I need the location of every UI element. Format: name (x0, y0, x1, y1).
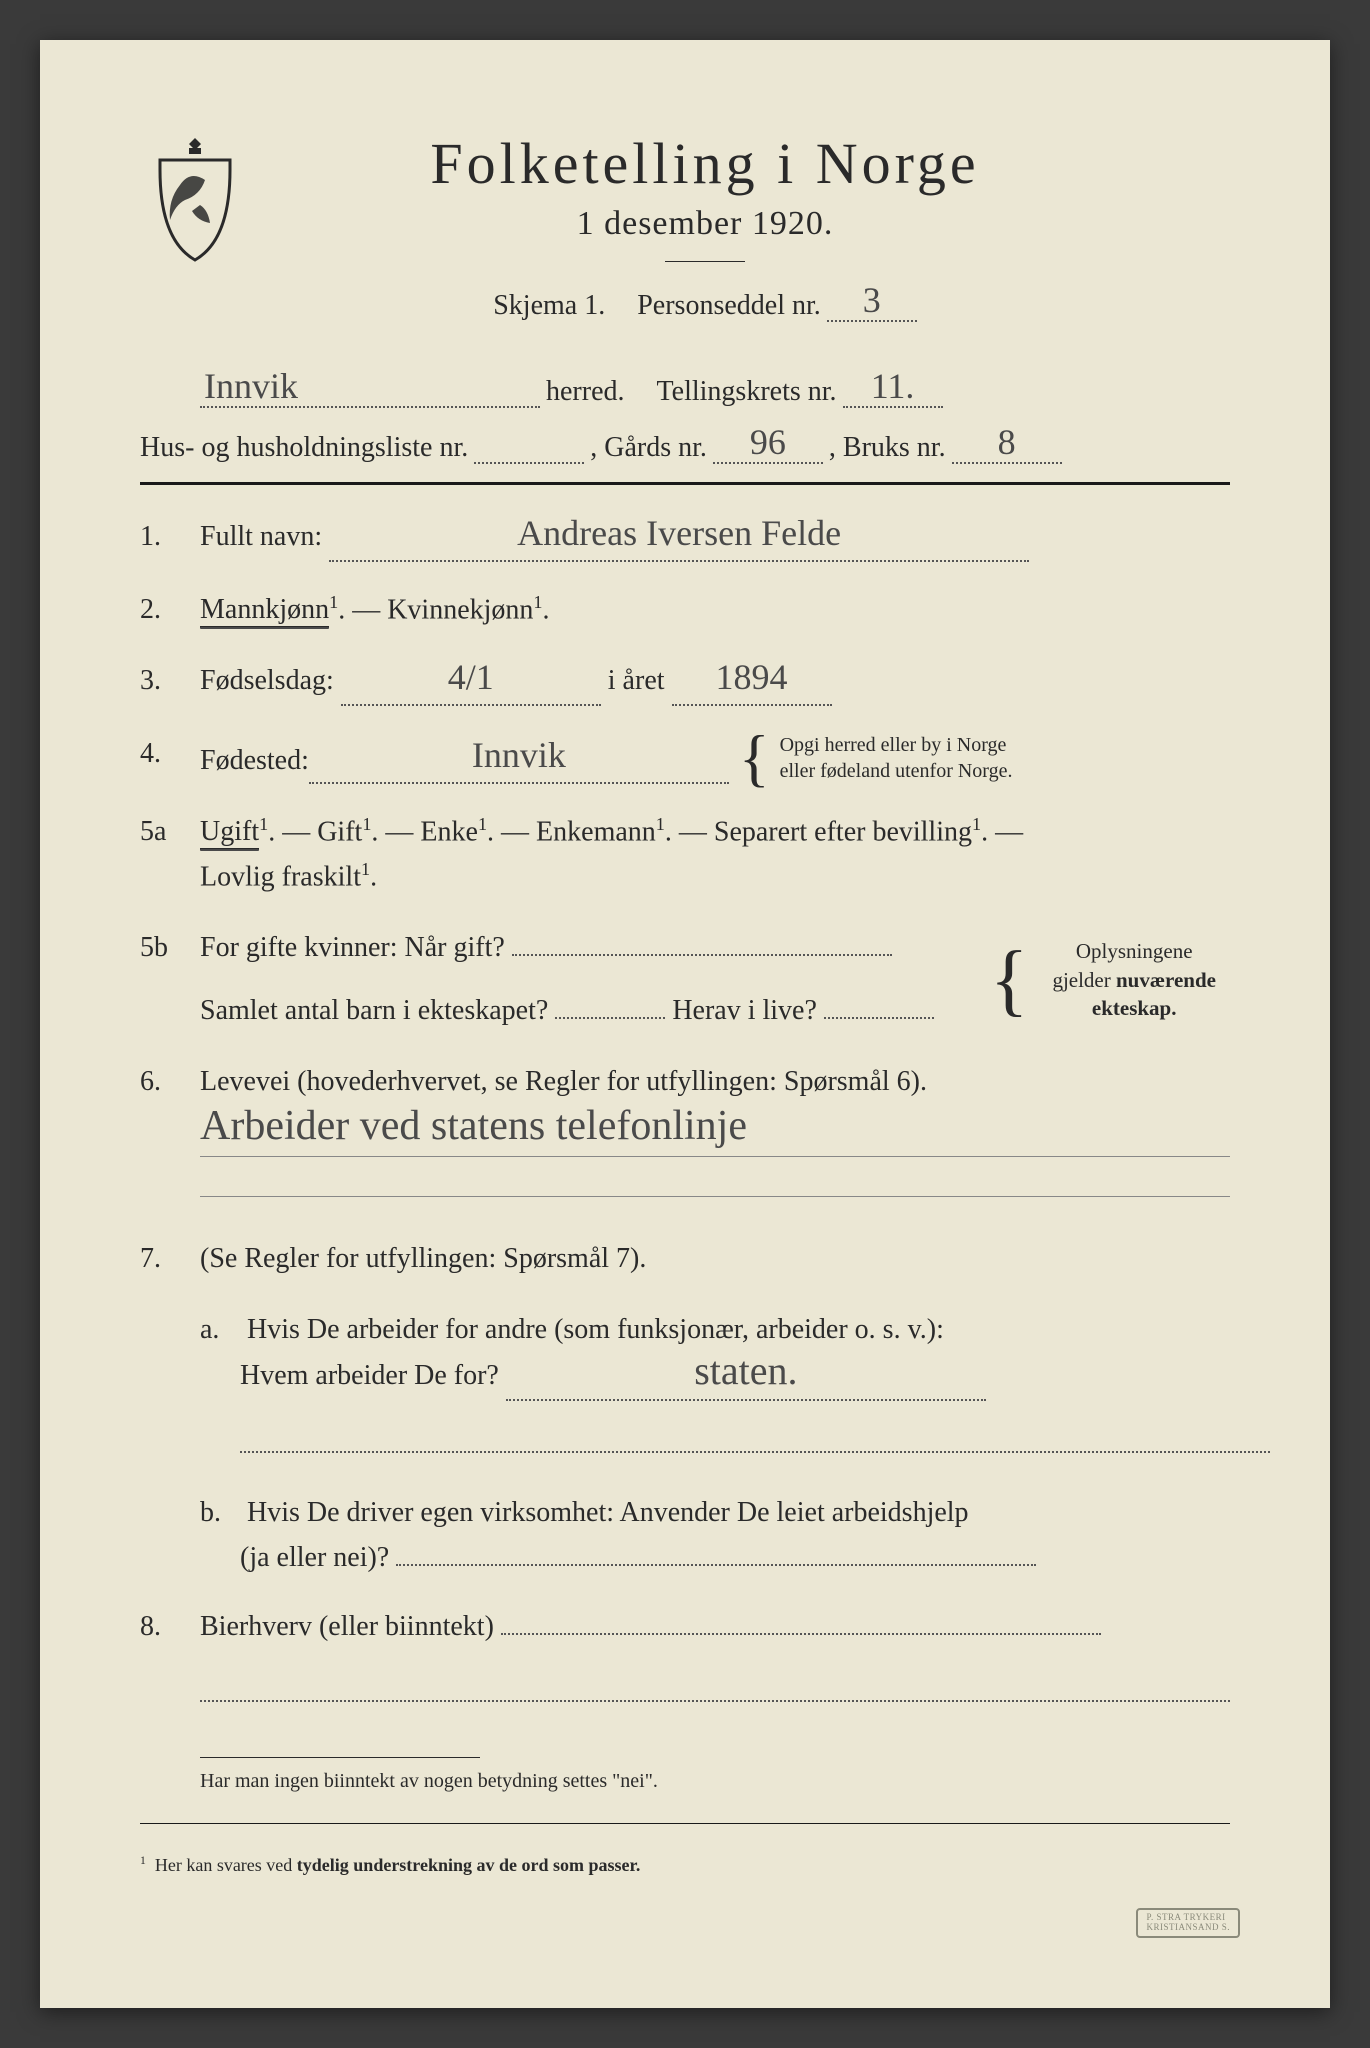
q7b-label: b. (200, 1491, 240, 1536)
q3: 3. Fødselsdag: 4/1 i året 1894 (140, 659, 1230, 706)
census-form-page: Folketelling i Norge 1 desember 1920. Sk… (40, 40, 1330, 2008)
q1-num: 1. (140, 515, 200, 560)
q5b-num: 5b (140, 926, 200, 971)
q5a-enkemann: Enkemann (536, 816, 656, 847)
gards-nr: 96 (713, 426, 823, 464)
q5b-l2a: Samlet antal barn i ekteskapet? (200, 995, 548, 1026)
bruks-label: , Bruks nr. (829, 432, 946, 464)
q1-value: Andreas Iversen Felde (329, 515, 1029, 562)
herred-label: herred. (546, 376, 625, 408)
q7b-value (396, 1564, 1036, 1566)
title-block: Folketelling i Norge 1 desember 1920. Sk… (290, 130, 1230, 340)
q5a-fraskilt: Lovlig fraskilt (200, 861, 361, 892)
q8-label: Bierhverv (eller biinntekt) (200, 1611, 494, 1642)
q3-day: 4/1 (341, 659, 601, 706)
q3-year: 1894 (672, 659, 832, 706)
footnote-1: Har man ingen biinntekt av nogen betydni… (200, 1770, 1230, 1793)
husliste-nr (474, 430, 584, 464)
q5b-l1: For gifte kvinner: Når gift? (200, 932, 505, 963)
footnote-rule (200, 1757, 480, 1758)
q1-label: Fullt navn: (200, 521, 322, 552)
divider (665, 261, 745, 262)
q2-kvinne: Kvinnekjønn (387, 594, 533, 625)
page-title: Folketelling i Norge (290, 130, 1120, 197)
q5b-l2b: Herav i live? (672, 995, 817, 1026)
meta-line-1: Skjema 1. Personseddel nr. 3 (290, 284, 1120, 322)
q4-value: Innvik (309, 737, 729, 784)
page-date: 1 desember 1920. (290, 205, 1120, 243)
q7: 7. (Se Regler for utfyllingen: Spørsmål … (140, 1237, 1230, 1282)
q5a-separert: Separert efter bevilling (714, 816, 972, 847)
q6-blank-line (200, 1161, 1230, 1197)
q6-value: Arbeider ved statens telefonlinje (200, 1108, 747, 1146)
q6: 6. Levevei (hovederhvervet, se Regler fo… (140, 1060, 1230, 1198)
q8-num: 8. (140, 1605, 200, 1650)
q5a-gift: Gift (317, 816, 362, 847)
personseddel-label: Personseddel nr. (637, 290, 821, 322)
q5a-enke: Enke (420, 816, 478, 847)
q6-value-line: Arbeider ved statens telefonlinje (200, 1108, 1230, 1157)
footnote-2: 1 Her kan svares ved tydelig understrekn… (140, 1854, 1230, 1876)
bruks-nr: 8 (952, 426, 1062, 464)
q5a: 5a Ugift1. — Gift1. — Enke1. — Enkemann1… (140, 810, 1230, 900)
q7a-label: a. (200, 1308, 240, 1353)
husliste-label: Hus- og husholdningsliste nr. (140, 432, 468, 464)
q7-num: 7. (140, 1237, 200, 1282)
q6-label: Levevei (hovederhvervet, se Regler for u… (200, 1066, 927, 1097)
q7a-l1: Hvis De arbeider for andre (som funksjon… (247, 1314, 944, 1345)
q7a: a. Hvis De arbeider for andre (som funks… (200, 1308, 1230, 1467)
heavy-rule (140, 482, 1230, 485)
q5a-ugift: Ugift (200, 816, 259, 850)
tellingskrets-nr: 11. (843, 370, 943, 408)
meta-line-3: Hus- og husholdningsliste nr. , Gårds nr… (140, 426, 1230, 464)
header: Folketelling i Norge 1 desember 1920. Sk… (140, 130, 1230, 340)
q8: 8. Bierhverv (eller biinntekt) (140, 1605, 1230, 1717)
tellingskrets-label: Tellingskrets nr. (657, 376, 837, 408)
q2-mann: Mannkjønn (200, 594, 329, 628)
q4: 4. Fødested: Innvik { Opgi herred eller … (140, 732, 1230, 784)
q6-num: 6. (140, 1060, 200, 1105)
q3-label: Fødselsdag: (200, 665, 334, 696)
printer-stamp: P. STRA TRYKERI KRISTIANSAND S. (1136, 1908, 1240, 1938)
q2-num: 2. (140, 588, 200, 633)
q7-label: (Se Regler for utfyllingen: Spørsmål 7). (200, 1243, 646, 1274)
q7a-blank (240, 1423, 1270, 1453)
q5b-note: { Oplysningene gjelder nuværende ekteska… (990, 937, 1230, 1022)
q5b-barn (555, 1017, 665, 1019)
q7a-value: staten. (506, 1353, 986, 1401)
gards-label: , Gårds nr. (590, 432, 707, 464)
meta-line-2: Innvik herred. Tellingskrets nr. 11. (200, 370, 1230, 408)
herred-value: Innvik (200, 370, 540, 408)
q5b-gift-year (512, 954, 892, 956)
personseddel-nr: 3 (827, 284, 917, 322)
skjema-label: Skjema 1. (493, 290, 605, 322)
q1: 1. Fullt navn: Andreas Iversen Felde (140, 515, 1230, 562)
q7a-l2: Hvem arbeider De for? (240, 1360, 499, 1391)
q8-value (501, 1633, 1101, 1635)
q7b-l2: (ja eller nei)? (240, 1542, 389, 1573)
q3-year-label: i året (608, 665, 665, 696)
q4-num: 4. (140, 732, 200, 777)
q5b-live (824, 1017, 934, 1019)
q4-note: { Opgi herred eller by i Norge eller fød… (739, 732, 1013, 784)
q7b-l1: Hvis De driver egen virksomhet: Anvender… (247, 1497, 969, 1528)
thin-rule (140, 1823, 1230, 1824)
coat-of-arms-icon (140, 130, 250, 270)
q3-num: 3. (140, 659, 200, 704)
q5b: 5b For gifte kvinner: Når gift? Samlet a… (140, 926, 1230, 1034)
q5a-num: 5a (140, 810, 200, 855)
q8-blank (200, 1672, 1230, 1702)
q7b: b. Hvis De driver egen virksomhet: Anven… (200, 1491, 1230, 1581)
q4-label: Fødested: (200, 739, 309, 784)
q2: 2. Mannkjønn1. — Kvinnekjønn1. (140, 588, 1230, 633)
